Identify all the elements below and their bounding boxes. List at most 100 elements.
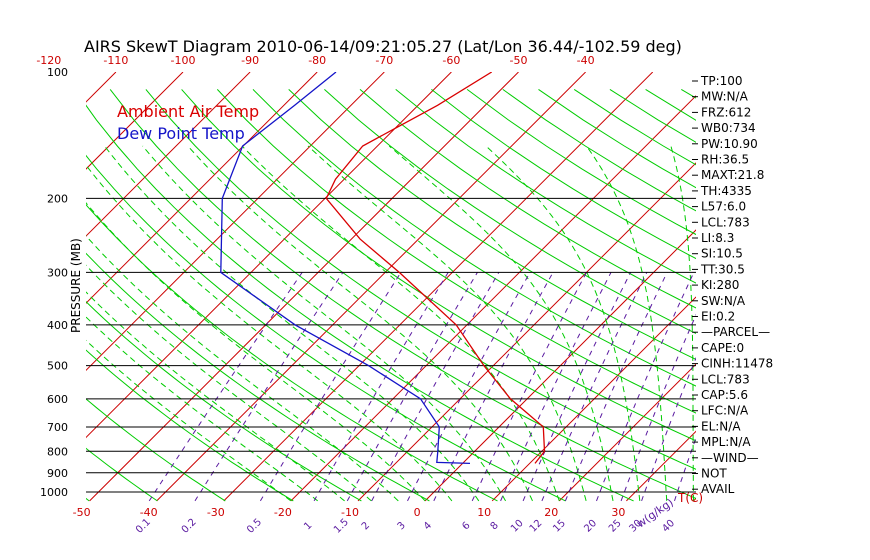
- mixing-ratio-line: [596, 272, 695, 502]
- mixing-ratio-label: 0.5: [245, 517, 264, 536]
- dry-adiabat-line: [324, 89, 696, 335]
- legend-dew-point-temp: Dew Point Temp: [117, 124, 245, 143]
- bottom-axis-tick-label: 20: [544, 506, 558, 519]
- index-entry: MPL:N/A: [701, 435, 751, 449]
- bottom-axis-tick-label: 10: [477, 506, 491, 519]
- index-entry: EI:0.2: [701, 310, 735, 324]
- top-axis-tick-labels: -120 -110 -100 -90 -80 -70 -60 -50 -40: [36, 54, 594, 67]
- mixing-ratio-label: 1.5: [332, 517, 351, 536]
- mixing-ratio-line: [620, 313, 696, 502]
- dry-adiabat-line: [86, 203, 498, 502]
- index-entry: LI:8.3: [701, 231, 734, 245]
- mixing-ratio-line: [148, 272, 303, 502]
- bottom-axis-tick-label: -10: [341, 506, 359, 519]
- dry-adiabat-line: [753, 89, 870, 501]
- index-entry: RH:36.5: [701, 153, 749, 167]
- mixing-ratio-line: [500, 272, 612, 502]
- pressure-tick-label: 700: [47, 421, 68, 434]
- dry-adiabat-line: [824, 89, 870, 501]
- mixing-ratio-label: 6: [460, 520, 472, 532]
- pressure-tick-label: 900: [47, 467, 68, 480]
- index-entry: —PARCEL—: [701, 325, 770, 339]
- mixing-ratio-label: 0.2: [180, 517, 199, 536]
- top-axis-tick-label: -90: [241, 54, 259, 67]
- mixing-ratio-labels: 0.1 0.2 0.5 1 1.5 2 3 4 6 8 10 12 15 20 25 30 40: [134, 517, 677, 536]
- mixing-ratio-label: 15: [551, 518, 568, 535]
- isotherm-line: [357, 162, 696, 502]
- isotherm-line: [86, 72, 385, 372]
- dry-adiabat-line: [86, 154, 566, 502]
- isobar-lines: [86, 197, 696, 493]
- mixing-ratio-label: 2: [360, 520, 372, 532]
- top-axis-tick-label: -40: [577, 54, 595, 67]
- dry-adiabat-line: [252, 89, 696, 387]
- top-axis-tick-label: -80: [308, 54, 326, 67]
- mixing-ratio-line: [471, 272, 587, 502]
- mixing-ratio-label: 8: [489, 520, 501, 532]
- isotherm-line: [491, 296, 696, 502]
- pressure-tick-label: 800: [47, 445, 68, 458]
- mixing-ratio-lines: [148, 272, 696, 502]
- mixing-ratio-label: 3: [396, 520, 408, 532]
- mixing-ratio-line: [313, 272, 449, 502]
- pressure-tick-label: 100: [47, 66, 68, 79]
- dry-adiabat-line: [216, 89, 696, 414]
- index-entry: MW:N/A: [701, 90, 749, 104]
- isotherm-line: [290, 95, 696, 502]
- top-axis-tick-label: -50: [510, 54, 528, 67]
- bottom-axis-tick-label: 0: [414, 506, 421, 519]
- pressure-tick-label: 200: [47, 192, 68, 205]
- isotherm-line: [828, 72, 870, 501]
- bottom-axis-tick-label: -20: [274, 506, 292, 519]
- mixing-ratio-label: 10: [509, 518, 526, 535]
- dry-adiabat-line: [288, 89, 696, 361]
- isotherm-line: [86, 72, 251, 237]
- mixing-ratio-line: [371, 272, 500, 502]
- dry-adiabat-line: [86, 398, 226, 502]
- dry-adiabat-line: [86, 300, 362, 502]
- isotherm-line: [86, 72, 184, 170]
- moist-adiabat-line: [586, 145, 668, 501]
- sounding-profiles: [220, 72, 546, 465]
- mixing-ratio-label: 20: [582, 518, 599, 535]
- bottom-axis-tick-label: -30: [207, 506, 225, 519]
- isotherm-line: [86, 72, 117, 103]
- mixing-ratio-label: 4: [422, 520, 434, 532]
- index-entry: LFC:N/A: [701, 404, 749, 418]
- isotherm-line: [761, 72, 870, 501]
- moist-adiabat-line: [187, 145, 533, 502]
- top-axis-tick-label: -110: [103, 54, 128, 67]
- index-entry: AVAIL: [701, 482, 735, 496]
- dry-adiabat-line: [502, 88, 696, 212]
- top-axis-tick-label: -100: [171, 54, 196, 67]
- dry-adiabat-line: [145, 89, 696, 470]
- index-entry: LCL:783: [701, 215, 750, 229]
- mixing-ratio-line: [641, 356, 696, 502]
- isotherm-line: [0, 72, 49, 501]
- index-entry: CAP:5.6: [701, 388, 748, 402]
- isotherm-line: [89, 72, 519, 502]
- index-entry: LCL:783: [701, 372, 750, 386]
- dry-adiabat-line: [86, 252, 430, 502]
- index-entry: TT:30.5: [700, 262, 745, 276]
- index-entry: TH:4335: [700, 184, 752, 198]
- bottom-axis-tick-label: -40: [140, 506, 158, 519]
- pressure-tick-label: 500: [47, 360, 68, 373]
- bottom-axis-tick-label: -50: [73, 506, 91, 519]
- index-entry: MAXT:21.8: [701, 168, 764, 182]
- dry-adiabat-line: [86, 349, 294, 502]
- y-axis-label: PRESSURE (MB): [69, 238, 83, 333]
- mixing-ratio-label: 0.1: [134, 517, 153, 536]
- mixing-ratio-line: [674, 436, 696, 502]
- index-entry: CAPE:0: [701, 341, 744, 355]
- legend: Ambient Air Temp Dew Point Temp: [117, 102, 259, 143]
- index-entry: EL:N/A: [701, 419, 741, 433]
- index-entry: —WIND—: [701, 451, 759, 465]
- dry-adiabat-line: [860, 89, 870, 501]
- dry-adiabat-line: [466, 88, 696, 236]
- index-entry: CINH:11478: [701, 357, 773, 371]
- index-entry: L57:6.0: [701, 200, 746, 214]
- index-entry: WB0:734: [701, 121, 756, 135]
